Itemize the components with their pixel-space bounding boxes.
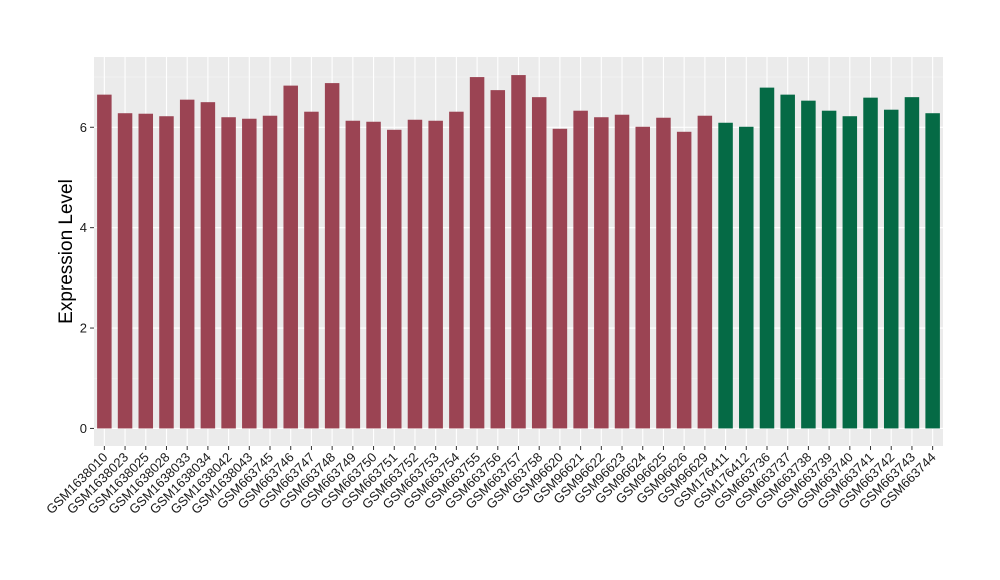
y-axis-ticks: 0 2 4 6 <box>80 120 94 436</box>
bar-GSM96621 <box>573 110 588 429</box>
bar-GSM176411 <box>718 122 733 429</box>
bar-GSM1638025 <box>138 113 154 429</box>
bar-GSM663746 <box>283 85 298 429</box>
bar-GSM663738 <box>801 100 816 429</box>
bar-GSM663754 <box>449 111 464 429</box>
y-tick-label: 2 <box>80 321 87 336</box>
bar-GSM1638033 <box>179 99 195 429</box>
bar-GSM663741 <box>863 97 878 429</box>
bar-GSM96620 <box>552 128 568 429</box>
bar-GSM176412 <box>739 126 754 429</box>
bar-GSM663753 <box>428 120 443 429</box>
bar-GSM663749 <box>345 120 361 429</box>
bar-GSM663752 <box>407 119 423 429</box>
x-axis-ticks: GSM1638010GSM1638023GSM1638025GSM1638028… <box>43 446 939 517</box>
bar-GSM663742 <box>883 109 899 429</box>
bar-GSM663743 <box>904 97 920 429</box>
bar-GSM1638023 <box>117 113 133 429</box>
bar-GSM663736 <box>759 87 775 429</box>
bar-GSM663751 <box>387 129 402 429</box>
y-tick-label: 4 <box>80 220 87 235</box>
bar-GSM663740 <box>842 116 858 429</box>
bar-GSM663755 <box>469 77 485 429</box>
bar-GSM1638010 <box>97 94 112 429</box>
bar-GSM663758 <box>531 97 547 429</box>
bar-GSM1638042 <box>221 117 236 429</box>
bar-GSM663748 <box>324 83 340 429</box>
bar-GSM663745 <box>262 115 278 429</box>
bar-GSM96626 <box>676 131 692 429</box>
y-axis-title: Expression Level <box>56 179 77 324</box>
bar-GSM663744 <box>925 113 940 429</box>
bar-GSM1638034 <box>200 102 216 429</box>
bars <box>97 75 940 429</box>
bar-GSM663756 <box>490 90 506 429</box>
bar-GSM663757 <box>511 75 526 429</box>
bar-GSM1638043 <box>242 118 257 429</box>
bar-GSM96624 <box>635 126 650 429</box>
bar-GSM96625 <box>656 117 671 429</box>
bar-GSM96629 <box>697 115 713 429</box>
bar-GSM663737 <box>780 94 795 429</box>
bar-GSM663750 <box>366 121 381 429</box>
bar-GSM663747 <box>304 111 319 429</box>
bar-GSM96622 <box>594 117 609 429</box>
bar-GSM96623 <box>614 114 630 429</box>
y-tick-label: 0 <box>80 421 87 436</box>
y-tick-label: 6 <box>80 120 87 135</box>
bar-GSM1638028 <box>159 116 174 429</box>
bar-GSM663739 <box>821 110 837 429</box>
